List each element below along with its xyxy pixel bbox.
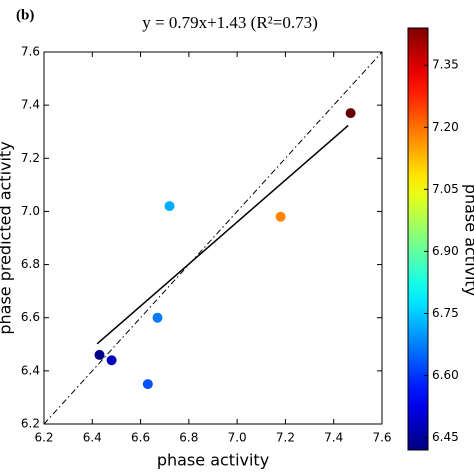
colorbar-tick-label: 7.35 [432, 58, 459, 72]
point [164, 201, 175, 212]
colorbar [407, 27, 429, 451]
point [142, 379, 153, 390]
y-tick-label: 6.4 [21, 363, 40, 377]
colorbar-tick-label: 7.20 [432, 120, 459, 134]
x-tick-label: 6.6 [131, 431, 150, 445]
colorbar-tick-label: 6.75 [432, 306, 459, 320]
x-tick-label: 6.4 [83, 431, 102, 445]
panel-label: (b) [16, 7, 34, 23]
point [275, 211, 286, 222]
point [345, 108, 356, 119]
x-axis-label: phase activity [157, 451, 269, 470]
fit-line [96, 124, 349, 345]
x-tick-label: 6.2 [34, 431, 53, 445]
point [106, 355, 117, 366]
x-tick-label: 7.2 [276, 431, 295, 445]
point [94, 349, 105, 360]
x-tick-label: 7.0 [228, 431, 247, 445]
point [152, 312, 163, 323]
colorbar-tick-label: 6.45 [432, 430, 459, 444]
colorbar-label: phase activity [462, 184, 474, 296]
colorbar-tick-label: 6.60 [432, 368, 459, 382]
x-tick-label: 6.8 [179, 431, 198, 445]
y-tick-label: 7.2 [21, 151, 40, 165]
y-tick-label: 6.6 [21, 310, 40, 324]
y-tick-label: 7.6 [21, 45, 40, 59]
y-tick-label: 6.8 [21, 257, 40, 271]
plot-frame [43, 51, 383, 425]
y-tick-label: 6.2 [21, 417, 40, 431]
colorbar-tick-label: 6.90 [432, 244, 459, 258]
x-tick-label: 7.6 [372, 431, 391, 445]
y-axis-label: phase predicted activity [0, 141, 15, 334]
y-tick-label: 7.0 [21, 204, 40, 218]
chart-title: y = 0.79x+1.43 (R²=0.73) [142, 13, 318, 32]
colorbar-tick-label: 7.05 [432, 182, 459, 196]
x-tick-label: 7.4 [324, 431, 343, 445]
y-tick-label: 7.4 [21, 98, 40, 112]
identity-line [43, 51, 383, 425]
